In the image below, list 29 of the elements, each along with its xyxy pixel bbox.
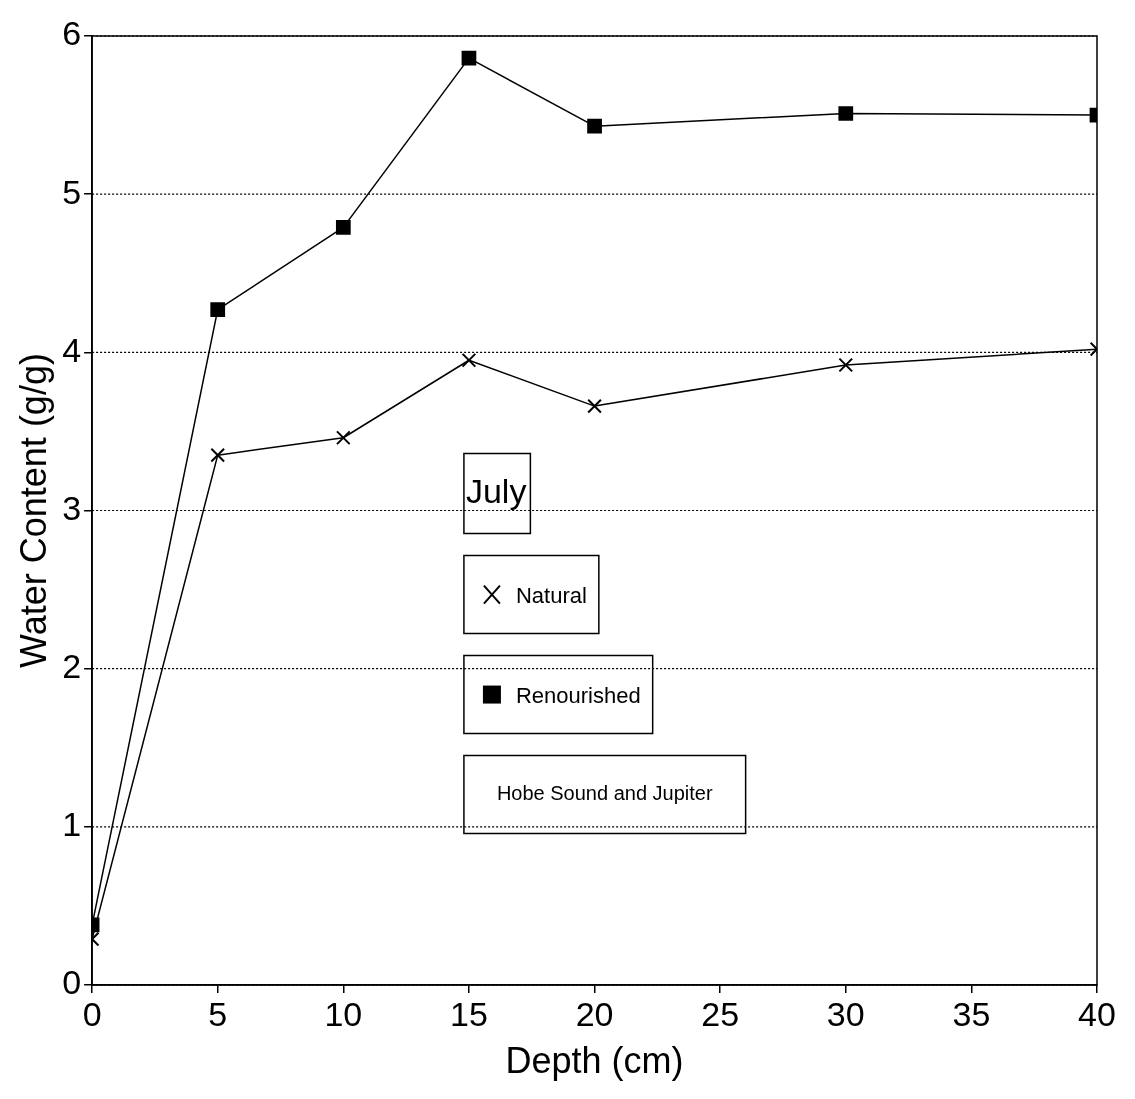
y-tick-label: 1 bbox=[62, 805, 82, 844]
legend-label: Natural bbox=[515, 582, 587, 608]
x-tick-label: 20 bbox=[575, 994, 614, 1033]
point bbox=[461, 50, 477, 66]
point bbox=[335, 220, 351, 235]
y-tick-label: 5 bbox=[62, 172, 82, 211]
x-tick-label: 40 bbox=[1078, 994, 1116, 1033]
y-tick-label: 6 bbox=[62, 14, 82, 53]
annotation: Hobe Sound and Jupiter bbox=[496, 782, 713, 805]
x-tick-label: 30 bbox=[826, 994, 865, 1033]
y-tick-label: 4 bbox=[62, 330, 82, 369]
point bbox=[461, 352, 477, 368]
x-tick-label: 15 bbox=[450, 994, 488, 1033]
y-tick-label: 2 bbox=[62, 647, 82, 686]
y-tick-label: 0 bbox=[62, 963, 82, 1002]
x-axis-title: Depth (cm) bbox=[505, 1040, 684, 1082]
point bbox=[587, 398, 602, 414]
y-axis-title: Water Content (g/g) bbox=[12, 353, 54, 668]
y-tick-label: 3 bbox=[62, 488, 82, 527]
x-tick-label: 25 bbox=[701, 994, 740, 1033]
point bbox=[210, 302, 226, 317]
point bbox=[587, 118, 602, 134]
x-tick-label: 5 bbox=[208, 994, 228, 1033]
legend-label: Renourished bbox=[515, 682, 641, 708]
point bbox=[335, 430, 351, 446]
x-tick-label: 10 bbox=[324, 994, 363, 1033]
annotation: July bbox=[465, 471, 527, 510]
x-tick-label: 35 bbox=[952, 994, 991, 1033]
point bbox=[210, 447, 226, 463]
